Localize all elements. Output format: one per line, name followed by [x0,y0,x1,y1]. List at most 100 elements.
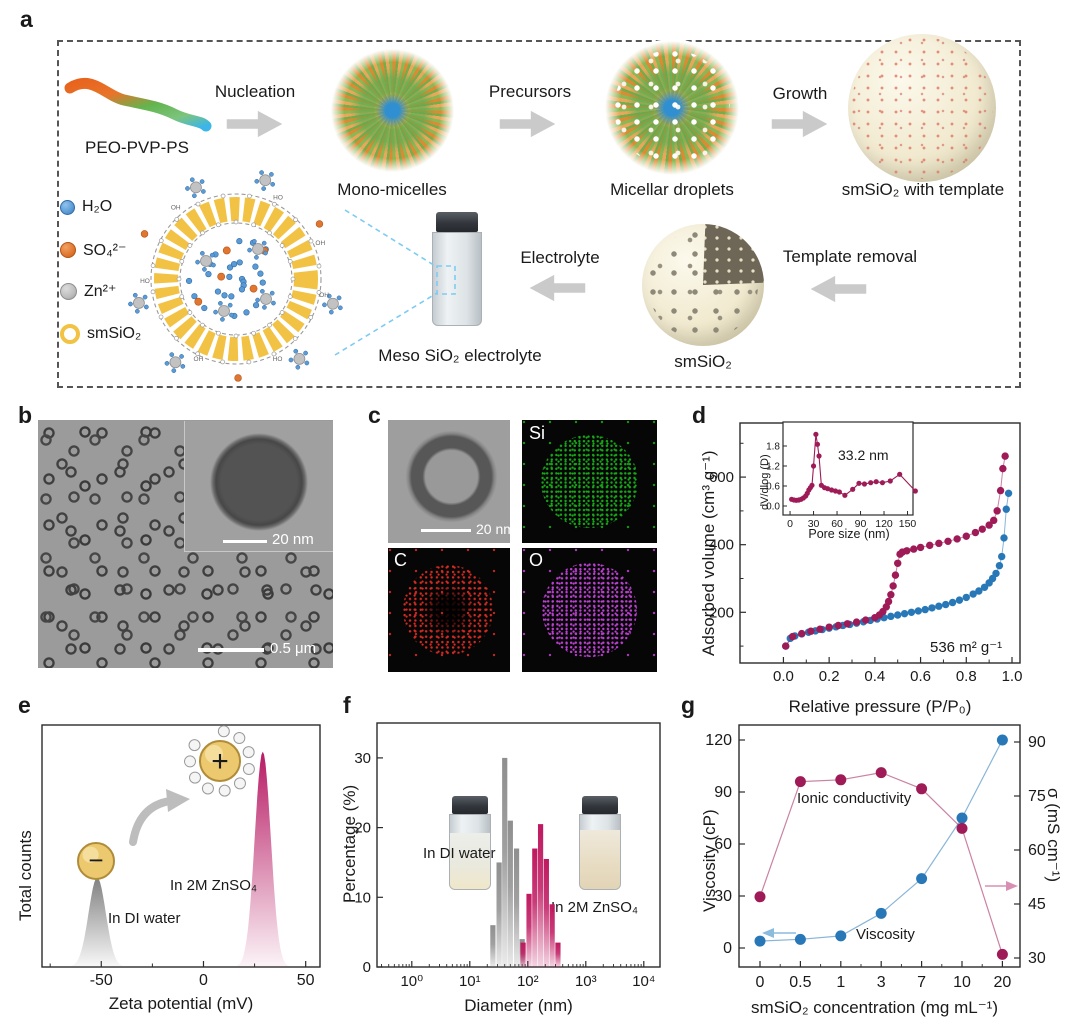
panel-label-f: f [343,692,351,718]
legend-sulfate-label: SO₄²⁻ [83,242,127,259]
clear-liquid [450,832,490,889]
svg-text:60: 60 [831,518,843,530]
panel-label-g: g [681,692,696,718]
svg-text:0.0: 0.0 [773,668,794,685]
right-arrow-icon [499,110,556,138]
silica-shell-schematic: OH HO OH HO OH HO OH [128,170,343,382]
svg-text:90: 90 [1028,734,1046,751]
g-x-axis-label: smSiO₂ concentration (mg mL⁻¹) [750,998,999,1017]
svg-text:75: 75 [1028,788,1046,805]
di-water-vial-photo [448,796,491,890]
legend-item-sulfate: SO₄²⁻ [60,240,126,260]
svg-text:20: 20 [994,974,1012,991]
eds-map-o: O [522,548,657,672]
svg-text:10: 10 [354,889,371,906]
smsio2-illustration [642,224,764,346]
svg-text:30: 30 [1028,950,1046,967]
svg-text:10⁴: 10⁴ [632,973,655,990]
svg-text:200: 200 [709,604,734,621]
micellar-droplet-illustration [602,38,742,178]
viscosity-series-label: Viscosity [856,926,915,943]
svg-text:10⁰: 10⁰ [400,973,423,990]
svg-text:+: + [211,745,229,778]
f-znso4-label: In 2M ZnSO₄ [551,899,638,916]
svg-text:0.6: 0.6 [910,668,931,685]
f-x-axis-label: Diameter (nm) [464,996,573,1015]
smsio2-label: smSiO₂ [674,352,732,371]
svg-text:3: 3 [877,974,886,991]
f-y-axis-label: Percentage (%) [340,784,359,903]
right-arrow-icon [226,110,283,138]
svg-text:OH: OH [171,204,181,211]
vial-body [432,232,482,326]
eds-map-c: C [388,548,510,672]
svg-text:0: 0 [756,974,765,991]
svg-text:10²: 10² [517,973,539,990]
svg-text:10: 10 [953,974,971,991]
svg-text:10¹: 10¹ [459,973,481,990]
svg-text:0.5: 0.5 [789,974,811,991]
smsio2-with-template-illustration [848,34,996,182]
micellar-droplets-label: Micellar droplets [610,180,734,199]
legend-item-zinc: Zn²⁺ [60,281,116,301]
template-specks-texture [850,36,994,180]
svg-text:20: 20 [354,820,371,837]
svg-text:0: 0 [723,940,732,957]
svg-text:-50: -50 [90,972,113,989]
vial-cap [582,796,618,814]
svg-text:120: 120 [875,518,893,530]
d-y-axis-label: Adsorbed volume (cm³ g⁻¹) [699,450,718,656]
mono-micelles-label: Mono-micelles [337,180,447,199]
svg-text:0: 0 [199,972,208,989]
legend-zinc-label: Zn²⁺ [84,283,117,300]
step-electrolyte-label: Electrolyte [520,248,600,267]
svg-text:−: − [88,845,103,875]
left-arrow-icon [810,275,867,303]
magnifier-dashed-lines [334,209,456,356]
g-left-y-axis-label: Viscosity (cP) [700,809,719,912]
svg-text:1: 1 [836,974,845,991]
svg-text:0: 0 [363,959,371,976]
panel-label-a: a [20,6,33,32]
pore-size-inset-chart: 0 30 60 90 120 150 0.0 0.6 1.2 1.8 [766,421,918,530]
milky-liquid [580,829,620,889]
ionic-conductivity-series-label: Ionic conductivity [797,790,912,807]
silica-ring-icon [60,324,80,344]
meso-electrolyte-label: Meso SiO₂ electrolyte [378,346,542,365]
inset-x-axis-label: Pore size (nm) [808,527,890,541]
legend-smsio2-label: smSiO₂ [87,325,142,342]
legend-item-water: H₂O [60,198,112,216]
svg-text:60: 60 [714,836,732,853]
c-noise [388,548,510,672]
svg-text:0: 0 [787,518,793,530]
viscosity-conductivity-chart: 0 0.5 1 3 7 10 20 0 30 60 90 120 30 45 60 75 90 [705,724,1046,991]
legend-water-label: H₂O [82,198,113,215]
di-water-peak-label: In DI water [108,910,181,927]
o-map-label: O [529,550,544,570]
sulfate-icon [60,242,76,258]
surface-area-annotation: 536 m² g⁻¹ [930,639,1003,656]
svg-text:90: 90 [714,784,732,801]
svg-text:30: 30 [714,888,732,905]
svg-text:OH: OH [315,240,325,247]
si-noise [522,420,657,543]
inset-scale-bar [223,540,267,543]
svg-text:0.0: 0.0 [766,502,780,513]
svg-text:HO: HO [273,194,283,201]
svg-text:600: 600 [709,469,734,486]
smsio2-with-template-label: smSiO₂ with template [841,180,1005,199]
legend-item-smsio2: smSiO₂ [60,324,141,344]
svg-text:1.2: 1.2 [766,462,780,473]
svg-text:30: 30 [354,750,371,767]
panel-label-c: c [368,402,381,428]
znso4-peak-label: In 2M ZnSO₄ [170,877,257,894]
vial-cap [452,796,488,814]
si-map-label: Si [529,423,546,443]
f-di-water-label: In DI water [423,845,496,862]
svg-text:60: 60 [1028,842,1046,859]
svg-text:0.4: 0.4 [864,668,885,685]
eds-scale-bar [421,529,471,532]
d-x-axis-label: Relative pressure (P/P₀) [788,697,972,716]
